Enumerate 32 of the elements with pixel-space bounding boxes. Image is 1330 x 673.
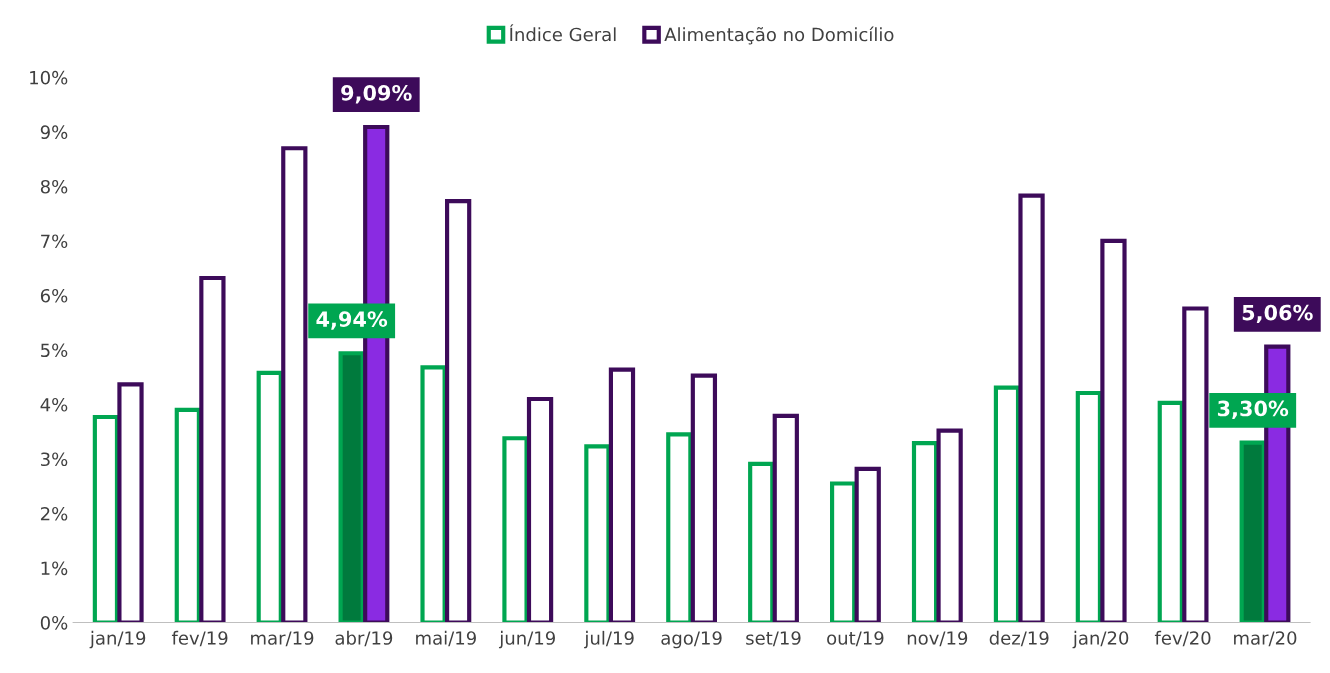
x-tick-label: ago/19 <box>661 631 722 649</box>
y-tick-label: 1% <box>41 561 68 576</box>
x-tick-label: jun/19 <box>498 630 555 649</box>
y-tick-label: 9% <box>40 125 68 140</box>
data-label: 3,30% <box>1217 400 1289 420</box>
y-tick-label: 5% <box>41 343 68 358</box>
x-tick-label: dez/19 <box>989 630 1049 647</box>
x-tick-label: abr/19 <box>335 630 393 647</box>
x-tick-label: mar/20 <box>1234 631 1297 647</box>
x-tick-label: out/19 <box>827 631 884 647</box>
y-tick-label: 4% <box>40 397 68 412</box>
y-tick-label: 6% <box>40 288 68 303</box>
y-tick-label: 3% <box>41 452 68 467</box>
data-label: 9,09% <box>341 84 412 104</box>
x-tick-label: mai/19 <box>416 630 476 647</box>
data-label: 4,94% <box>316 311 388 330</box>
legend-label: Alimentação no Domicílio <box>664 26 894 45</box>
x-tick-label: jan/19 <box>89 630 146 649</box>
x-tick-label: jan/20 <box>1072 630 1129 649</box>
x-tick-label: mar/19 <box>251 631 314 647</box>
x-tick-label: fev/20 <box>1154 630 1211 647</box>
x-tick-label: fev/19 <box>171 630 228 647</box>
y-tick-label: 7% <box>41 234 68 249</box>
data-label: 5,06% <box>1242 304 1313 324</box>
y-tick-label: 10% <box>30 70 68 85</box>
x-tick-label: nov/19 <box>907 631 968 647</box>
x-tick-label: set/19 <box>746 631 801 647</box>
y-tick-label: 0% <box>40 615 68 630</box>
x-tick-label: jul/19 <box>584 630 634 649</box>
legend-label: Índice Geral <box>510 24 616 42</box>
y-tick-label: 2% <box>40 506 68 521</box>
y-tick-label: 8% <box>40 179 68 194</box>
